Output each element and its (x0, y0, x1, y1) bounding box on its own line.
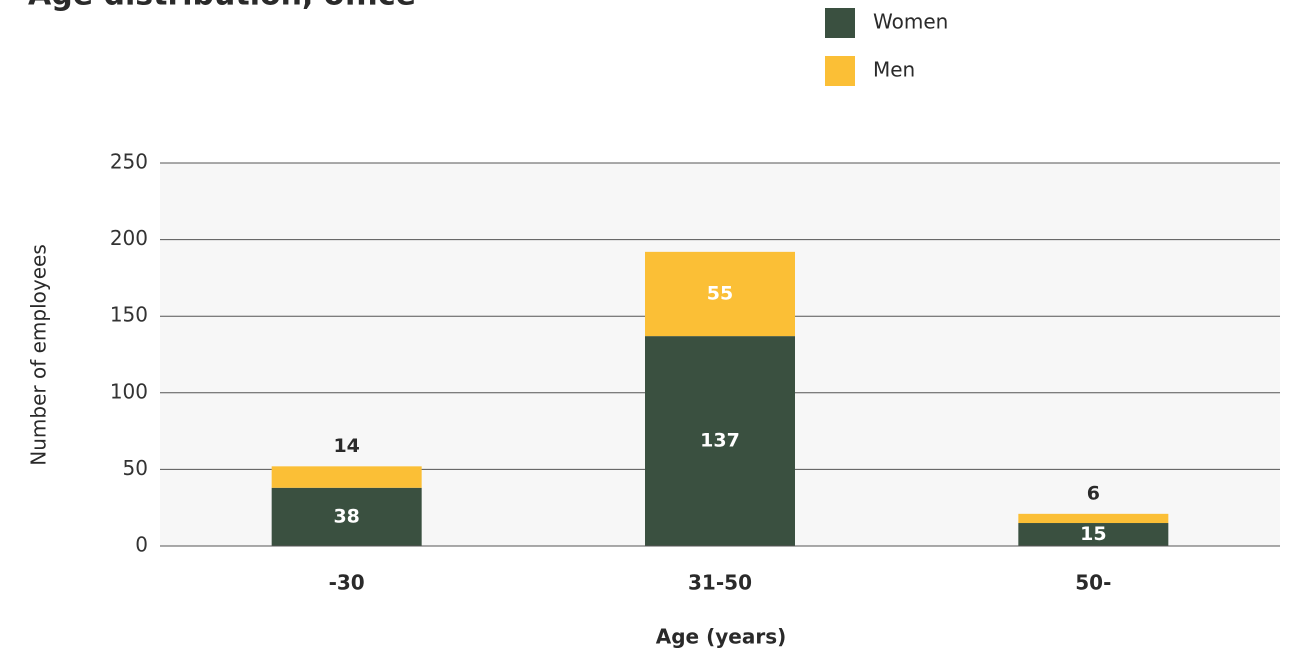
chart-title: Age distribution, office (28, 0, 416, 13)
y-tick-label: 150 (110, 303, 148, 327)
legend-label: Men (873, 58, 915, 82)
legend-swatch (825, 8, 855, 38)
bar-segment (271, 487, 422, 546)
legend-swatch (825, 56, 855, 86)
bar-segment (271, 466, 422, 488)
data-label: 6 (1087, 482, 1100, 504)
y-tick-label: 100 (110, 379, 148, 403)
data-label: 137 (700, 430, 740, 452)
data-label: 55 (707, 282, 733, 304)
data-label: 15 (1080, 523, 1106, 545)
y-axis-label: Number of employees (27, 244, 51, 465)
x-tick-label: -30 (329, 571, 365, 595)
y-tick-label: 0 (135, 533, 148, 557)
legend-label: Women (873, 10, 948, 34)
bar-segment (645, 336, 795, 546)
bar-segment (1018, 523, 1169, 546)
bar-segment (645, 251, 795, 337)
x-tick-label: 31-50 (688, 571, 752, 595)
data-label: 14 (333, 435, 359, 457)
bar-segment (1018, 513, 1169, 524)
x-axis-label: Age (years) (656, 625, 786, 649)
y-tick-label: 250 (110, 150, 148, 174)
y-tick-label: 50 (123, 456, 148, 480)
data-label: 38 (333, 505, 359, 527)
y-tick-label: 200 (110, 226, 148, 250)
x-tick-label: 50- (1075, 571, 1111, 595)
